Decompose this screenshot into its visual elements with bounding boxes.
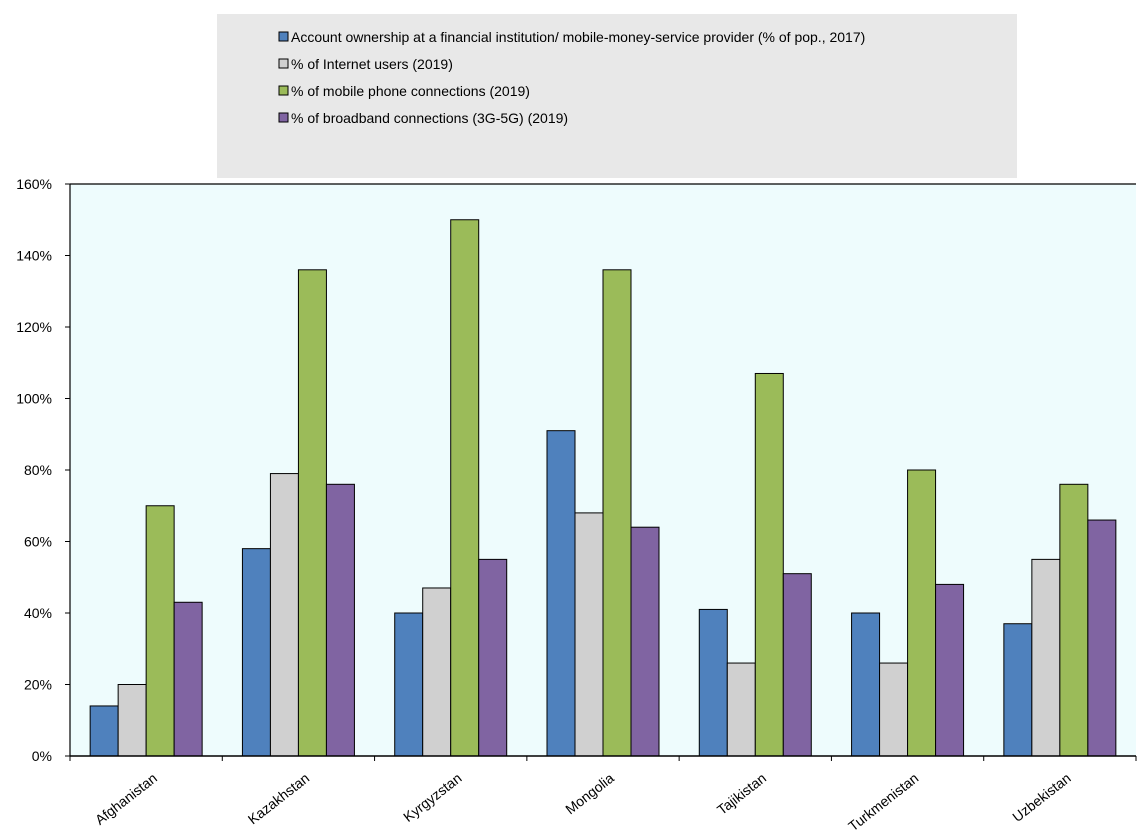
y-tick-label: 160% [16, 176, 52, 192]
y-tick-label: 100% [16, 391, 52, 407]
y-tick-label: 60% [24, 534, 52, 550]
legend-entry: % of broadband connections (3G-5G) (2019… [291, 110, 568, 126]
bar [1031, 558, 1061, 757]
legend-background [217, 14, 1017, 178]
bar [630, 526, 660, 757]
legend-swatch [278, 31, 289, 42]
x-tick-label: Mongolia [562, 770, 617, 818]
y-tick-label: 40% [24, 605, 52, 621]
bar [602, 269, 632, 757]
bar [325, 483, 355, 757]
bars [89, 219, 1117, 757]
legend-entry: % of mobile phone connections (2019) [291, 83, 530, 99]
bar [145, 505, 175, 757]
bar [851, 612, 881, 757]
bar [726, 662, 756, 757]
bar [546, 430, 576, 757]
bar [394, 612, 424, 757]
y-tick-label: 0% [32, 748, 52, 764]
bar [754, 372, 784, 757]
bar [450, 219, 480, 757]
bar [269, 473, 299, 757]
bar [422, 587, 452, 757]
legend-swatch [278, 112, 289, 123]
bar [1003, 623, 1033, 757]
bar [241, 548, 271, 757]
bar [1059, 483, 1089, 757]
bar [89, 705, 119, 757]
y-axis: 0% 20% 40% 60% 80% 100% 120% 140% 160% [16, 176, 70, 764]
x-tick-label: Turkmenistan [845, 770, 921, 835]
x-tick-label: Kyrgyzstan [400, 770, 464, 825]
bar [297, 269, 327, 757]
y-tick-label: 120% [16, 319, 52, 335]
x-tick-label: Kazakhstan [245, 770, 313, 828]
x-tick-label: Afghanistan [92, 770, 160, 828]
bar [698, 608, 728, 757]
bar [574, 512, 604, 757]
legend-entry: Account ownership at a financial institu… [291, 29, 865, 45]
bar [478, 558, 508, 757]
bar [782, 573, 812, 757]
y-tick-label: 140% [16, 248, 52, 264]
x-tick-label: Tajikistan [714, 770, 769, 818]
legend-entry: % of Internet users (2019) [291, 56, 453, 72]
bar [173, 601, 203, 757]
bar [117, 684, 147, 757]
bar [907, 469, 937, 757]
legend: Account ownership at a financial institu… [278, 29, 865, 126]
legend-swatch [278, 85, 289, 96]
x-tick-label: Uzbekistan [1009, 770, 1073, 825]
legend-swatch [278, 58, 289, 69]
bar [935, 583, 965, 757]
y-tick-label: 20% [24, 677, 52, 693]
y-tick-label: 80% [24, 462, 52, 478]
bar [879, 662, 909, 757]
bar [1087, 519, 1117, 757]
